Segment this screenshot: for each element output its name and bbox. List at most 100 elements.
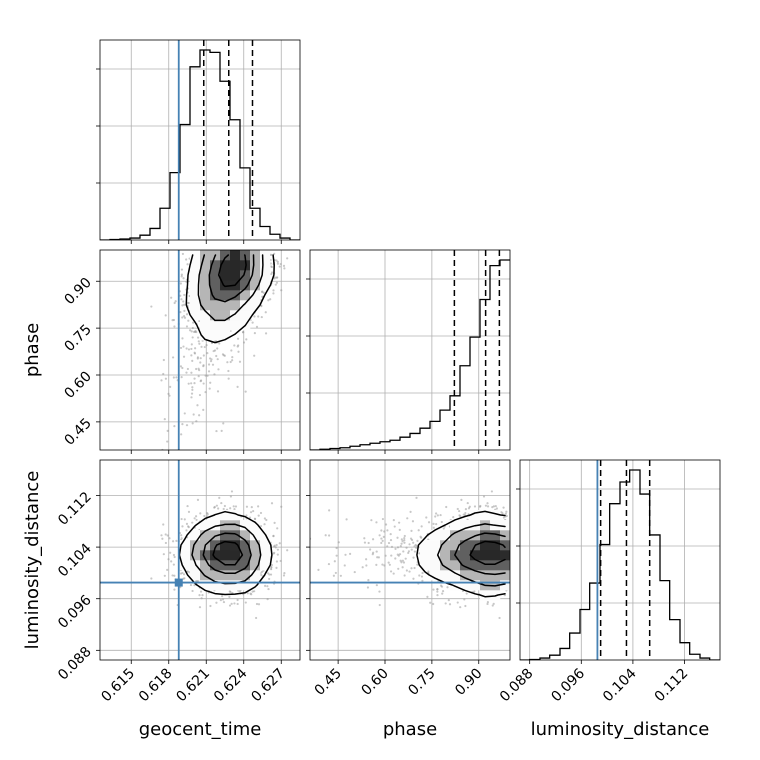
sample-point xyxy=(466,501,469,505)
density-cell xyxy=(430,560,441,571)
sample-point xyxy=(394,557,397,560)
sample-point xyxy=(181,252,185,256)
sample-point xyxy=(276,527,279,530)
sample-point xyxy=(196,357,199,360)
density-cell xyxy=(260,540,271,551)
sample-point xyxy=(173,574,176,577)
sample-point xyxy=(371,538,375,541)
density-cell xyxy=(220,320,231,331)
sample-point xyxy=(242,330,245,334)
sample-point xyxy=(160,379,163,382)
sample-point xyxy=(195,367,198,371)
sample-point xyxy=(375,584,378,587)
sample-point xyxy=(171,356,175,359)
density-cell xyxy=(220,270,231,281)
sample-point xyxy=(426,595,429,598)
sample-point xyxy=(186,263,189,266)
density-cell xyxy=(440,550,451,561)
sample-point xyxy=(230,602,233,605)
sample-point xyxy=(260,570,264,574)
sample-point xyxy=(191,422,194,425)
contour-line xyxy=(436,523,506,587)
density-cell xyxy=(210,580,221,591)
density-cell xyxy=(180,560,191,571)
density-cell xyxy=(450,540,461,551)
sample-point xyxy=(400,542,403,545)
density-cell xyxy=(230,570,241,581)
x-tick-label-geocent-time: 0.618 xyxy=(136,666,176,706)
y-axis-label-phase: phase xyxy=(22,323,43,377)
density-cell xyxy=(180,550,191,561)
sample-point xyxy=(185,347,188,350)
sample-point xyxy=(166,534,169,537)
sample-point xyxy=(183,309,186,312)
sample-point xyxy=(194,347,197,350)
sample-point xyxy=(215,504,218,507)
y-tick-label-luminosity-distance: 0.112 xyxy=(55,489,95,529)
density-cell xyxy=(240,280,251,291)
sample-point xyxy=(420,525,423,528)
sample-point xyxy=(195,518,198,522)
sample-point xyxy=(185,424,189,427)
density-cell xyxy=(190,530,201,541)
sample-point xyxy=(190,343,193,346)
sample-point xyxy=(215,354,218,358)
sample-point xyxy=(187,348,191,351)
sample-point xyxy=(259,524,263,528)
sample-point xyxy=(276,262,279,265)
sample-point xyxy=(412,541,415,544)
x-tick-label-phase: 0.90 xyxy=(452,666,485,699)
sample-point xyxy=(440,520,443,524)
sample-point xyxy=(172,376,175,379)
sample-point xyxy=(213,373,216,376)
sample-point xyxy=(405,546,408,549)
sample-point xyxy=(378,534,381,537)
sample-point xyxy=(263,523,266,526)
sample-point xyxy=(376,556,379,559)
sample-point xyxy=(182,355,186,358)
sample-point xyxy=(236,337,240,340)
density-cell xyxy=(450,520,461,531)
sample-point xyxy=(190,371,193,374)
sample-point xyxy=(185,258,188,261)
sample-point xyxy=(427,570,430,573)
sample-point xyxy=(447,599,450,602)
sample-point xyxy=(171,574,174,577)
density-cell xyxy=(200,300,211,311)
sample-point xyxy=(220,501,223,505)
sample-point xyxy=(344,553,347,556)
sample-point xyxy=(162,372,165,376)
sample-point xyxy=(233,508,236,511)
density-cell xyxy=(210,290,221,301)
sample-point xyxy=(181,316,184,319)
sample-point xyxy=(186,301,189,305)
density-cell xyxy=(230,580,241,591)
sample-point xyxy=(217,368,220,371)
sample-point xyxy=(228,595,231,598)
sample-point xyxy=(175,539,178,542)
sample-point xyxy=(173,555,176,559)
sample-point xyxy=(332,574,335,577)
sample-point xyxy=(432,526,435,529)
sample-point xyxy=(327,562,331,566)
sample-point xyxy=(264,332,268,335)
sample-point xyxy=(272,292,275,295)
sample-point xyxy=(383,530,386,533)
density-cell xyxy=(250,290,261,301)
density-cell xyxy=(200,320,211,331)
sample-point xyxy=(209,360,213,363)
sample-point xyxy=(275,259,278,262)
sample-point xyxy=(217,507,220,510)
sample-point xyxy=(432,522,435,525)
density-cell xyxy=(260,280,271,291)
sample-point xyxy=(276,548,279,551)
sample-point xyxy=(257,315,260,318)
contour-line xyxy=(454,532,506,576)
sample-point xyxy=(280,505,283,508)
sample-point xyxy=(199,590,203,593)
hist-panel-phase xyxy=(306,249,511,454)
x-tick-label-phase: 0.45 xyxy=(312,666,345,699)
density-cell xyxy=(480,510,491,521)
contour-line xyxy=(178,510,273,596)
